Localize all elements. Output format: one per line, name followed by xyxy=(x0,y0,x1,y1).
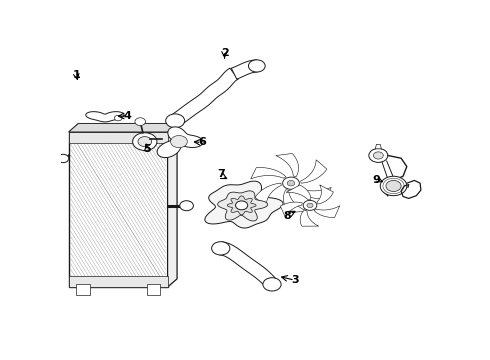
Circle shape xyxy=(171,135,187,148)
Polygon shape xyxy=(231,60,257,79)
Text: 8: 8 xyxy=(283,211,291,221)
Polygon shape xyxy=(317,185,333,204)
Text: 6: 6 xyxy=(198,138,206,148)
Circle shape xyxy=(135,118,146,126)
Circle shape xyxy=(180,201,194,211)
Circle shape xyxy=(386,180,401,192)
Text: 7: 7 xyxy=(217,169,224,179)
Polygon shape xyxy=(283,190,306,213)
Polygon shape xyxy=(251,167,286,179)
Polygon shape xyxy=(296,187,331,199)
Bar xyxy=(69,276,168,287)
Bar xyxy=(69,132,168,143)
Circle shape xyxy=(303,201,317,210)
Circle shape xyxy=(248,60,265,72)
Polygon shape xyxy=(157,127,203,158)
Circle shape xyxy=(133,133,157,150)
Polygon shape xyxy=(205,181,283,228)
Circle shape xyxy=(138,136,151,147)
Text: 2: 2 xyxy=(220,48,228,58)
Polygon shape xyxy=(286,185,311,199)
Polygon shape xyxy=(76,284,90,296)
Polygon shape xyxy=(168,123,177,287)
Circle shape xyxy=(373,152,383,159)
Polygon shape xyxy=(301,160,327,183)
Polygon shape xyxy=(69,123,177,132)
Polygon shape xyxy=(314,206,340,217)
Polygon shape xyxy=(375,144,381,149)
Polygon shape xyxy=(69,123,177,132)
Circle shape xyxy=(283,177,299,189)
Text: 1: 1 xyxy=(73,70,80,80)
Circle shape xyxy=(57,154,69,163)
Polygon shape xyxy=(86,112,124,122)
Circle shape xyxy=(212,242,230,255)
Polygon shape xyxy=(300,210,318,226)
Text: 5: 5 xyxy=(143,144,150,153)
Polygon shape xyxy=(276,153,298,177)
Circle shape xyxy=(380,176,407,196)
Circle shape xyxy=(307,203,313,208)
Text: 9: 9 xyxy=(372,175,380,185)
Circle shape xyxy=(115,115,122,121)
Polygon shape xyxy=(227,196,256,215)
Circle shape xyxy=(369,149,388,162)
Text: 3: 3 xyxy=(291,275,298,285)
Polygon shape xyxy=(218,191,268,221)
Circle shape xyxy=(263,278,281,291)
Polygon shape xyxy=(280,202,302,218)
Polygon shape xyxy=(147,284,160,296)
Circle shape xyxy=(236,201,248,210)
Text: 4: 4 xyxy=(124,111,132,121)
Circle shape xyxy=(287,180,295,186)
Circle shape xyxy=(166,114,185,128)
Polygon shape xyxy=(171,68,238,126)
Bar xyxy=(69,132,168,287)
Polygon shape xyxy=(255,183,281,207)
Polygon shape xyxy=(220,242,278,288)
